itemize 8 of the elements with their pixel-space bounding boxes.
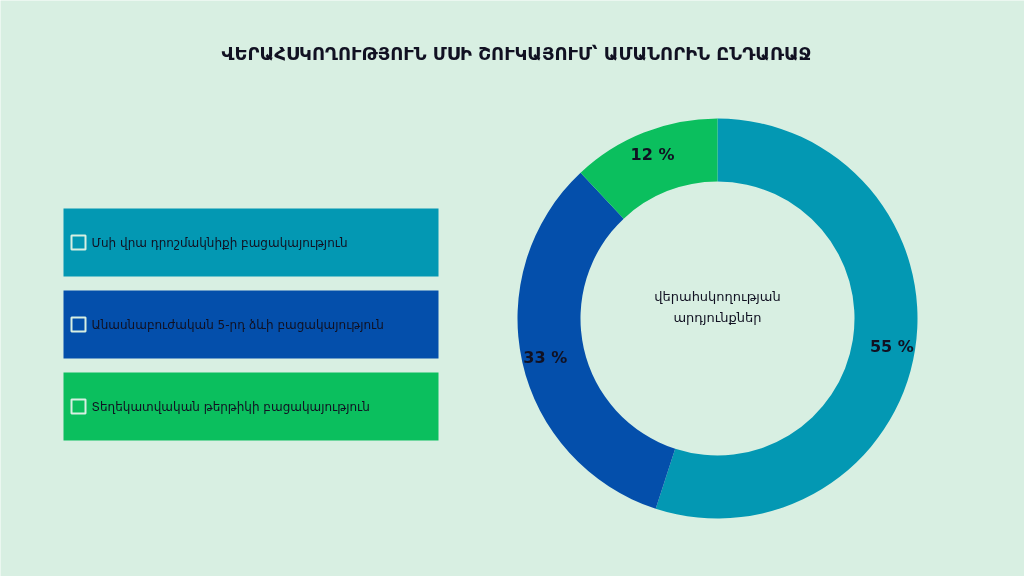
text: վերահսկողության արդյունքներ	[654, 288, 781, 325]
chart-title: ՎԵՐԱՀՍԿՈՂՈՒԹՅՈՒՆ ՄՍԻ ՇՈՒԿԱՅՈՒՄ՝ ԱՄԱՆՈՐԻՆ ԸՆԴԱՌԱՋ	[221, 43, 812, 64]
data-label: 33 %	[523, 347, 568, 367]
legend-label: Անասնաբուժական 5-րդ ձևի բացակայություն	[91, 317, 384, 332]
legend-label: Տեղեկատվական թերթիկի բացակայություն	[91, 399, 370, 414]
data-label: 12 %	[630, 144, 675, 164]
data-label: 55 %	[869, 336, 914, 356]
legend-label: Մսի վրա դրոշմակնիքի բացակայություն	[91, 235, 348, 250]
